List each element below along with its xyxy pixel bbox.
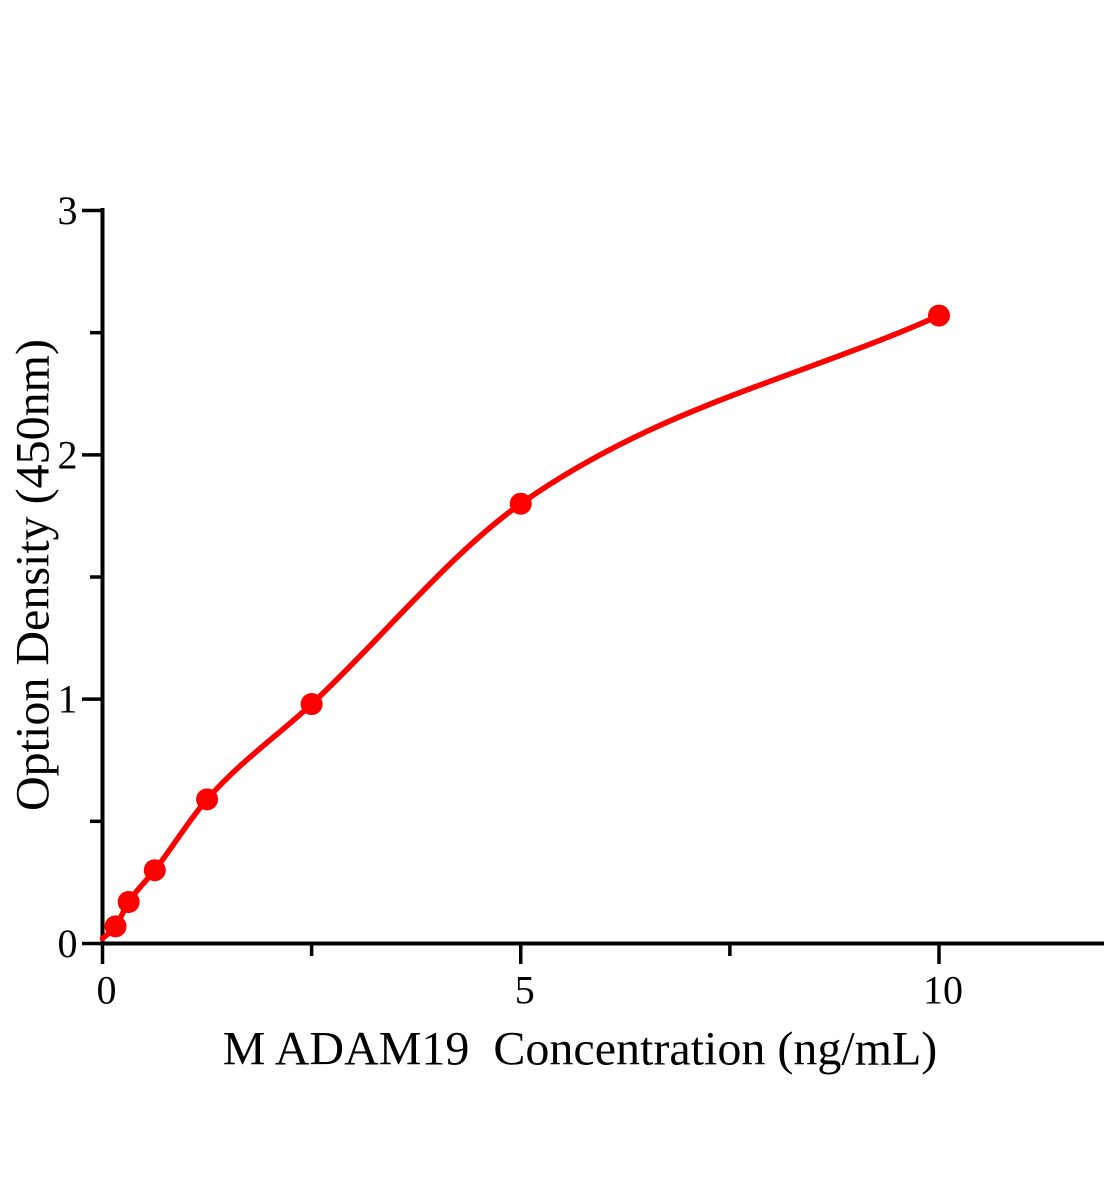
data-point (509, 492, 532, 515)
y-tick-label: 1 (58, 677, 78, 722)
y-tick-label: 0 (58, 921, 78, 966)
data-point (117, 890, 140, 913)
x-tick-label: 10 (923, 968, 963, 1013)
x-tick-label: 5 (515, 968, 535, 1013)
y-axis-title: Option Density (450nm) (6, 339, 60, 811)
data-point (928, 304, 950, 327)
x-tick-label: 0 (97, 968, 117, 1013)
x-axis-title: M ADAM19 Concentration (ng/mL) (222, 1022, 938, 1076)
data-point (196, 788, 219, 811)
y-tick-label: 3 (58, 188, 78, 233)
data-point (300, 693, 323, 716)
data-point (143, 859, 166, 882)
data-point (104, 915, 127, 938)
fit-curve (99, 312, 942, 942)
y-tick-label: 2 (58, 432, 78, 477)
